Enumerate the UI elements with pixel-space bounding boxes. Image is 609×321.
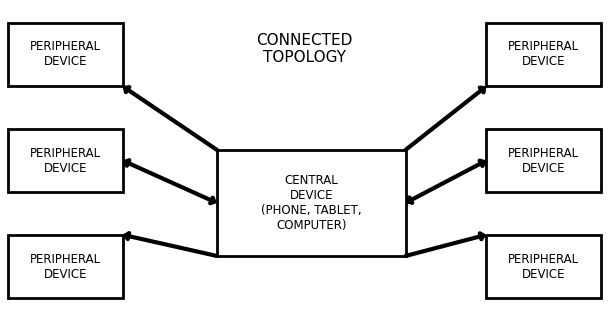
- Text: PERIPHERAL
DEVICE: PERIPHERAL DEVICE: [508, 146, 579, 175]
- Bar: [487, 235, 601, 299]
- Bar: [8, 235, 122, 299]
- Bar: [217, 150, 406, 256]
- Bar: [8, 129, 122, 192]
- Text: PERIPHERAL
DEVICE: PERIPHERAL DEVICE: [30, 40, 101, 68]
- Text: PERIPHERAL
DEVICE: PERIPHERAL DEVICE: [508, 253, 579, 281]
- Text: PERIPHERAL
DEVICE: PERIPHERAL DEVICE: [508, 40, 579, 68]
- Text: CENTRAL
DEVICE
(PHONE, TABLET,
COMPUTER): CENTRAL DEVICE (PHONE, TABLET, COMPUTER): [261, 174, 362, 232]
- Bar: [487, 129, 601, 192]
- Text: PERIPHERAL
DEVICE: PERIPHERAL DEVICE: [30, 253, 101, 281]
- Bar: [8, 22, 122, 86]
- Bar: [487, 22, 601, 86]
- Text: PERIPHERAL
DEVICE: PERIPHERAL DEVICE: [30, 146, 101, 175]
- Text: CONNECTED
TOPOLOGY: CONNECTED TOPOLOGY: [256, 33, 353, 65]
